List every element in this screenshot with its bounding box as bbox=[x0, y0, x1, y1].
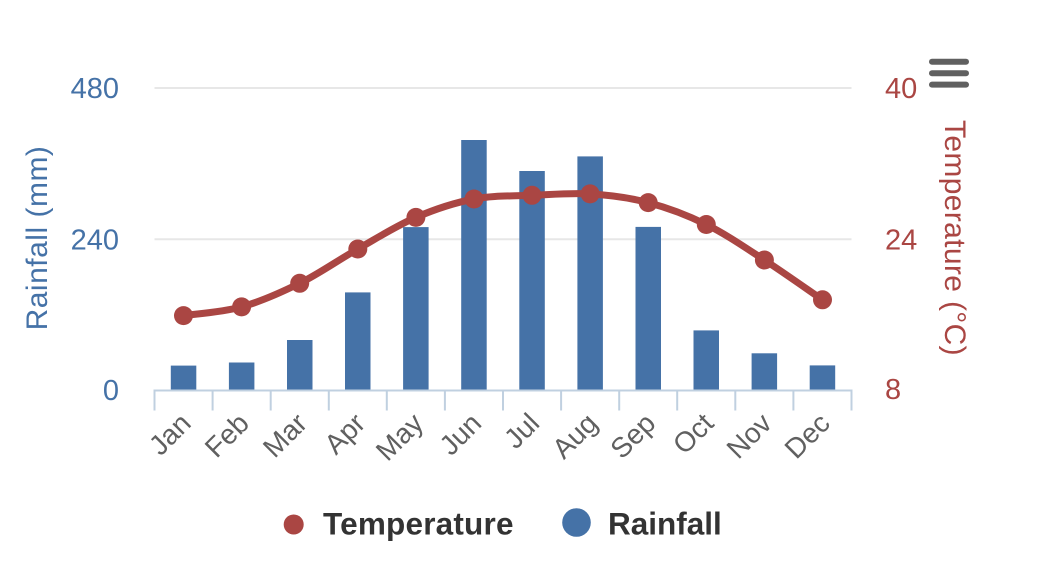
svg-text:40: 40 bbox=[885, 73, 917, 105]
svg-text:Rainfall: Rainfall bbox=[608, 506, 722, 542]
svg-text:Temperature: Temperature bbox=[323, 506, 514, 542]
svg-text:480: 480 bbox=[71, 73, 119, 105]
svg-text:0: 0 bbox=[103, 375, 119, 407]
svg-text:240: 240 bbox=[71, 225, 119, 257]
svg-text:24: 24 bbox=[885, 225, 917, 257]
svg-text:8: 8 bbox=[885, 374, 901, 406]
svg-text:Temperature (°C): Temperature (°C) bbox=[938, 120, 971, 356]
svg-text:Rainfall (mm): Rainfall (mm) bbox=[21, 146, 54, 331]
